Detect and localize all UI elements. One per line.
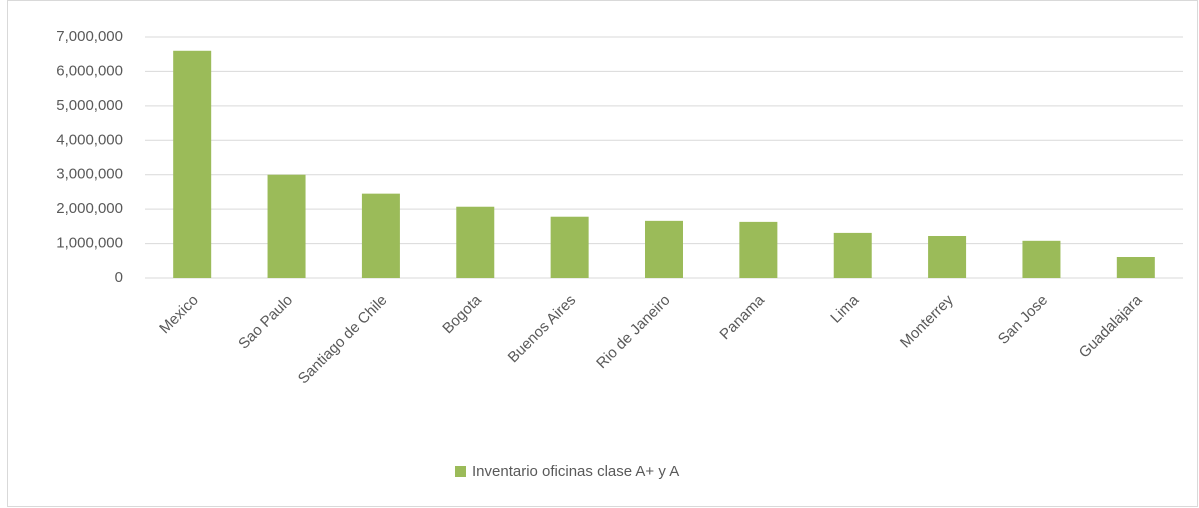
y-tick-label: 7,000,000 [56,28,123,45]
legend-swatch [455,466,466,477]
y-tick-label: 1,000,000 [56,235,123,252]
bar [1022,240,1061,278]
y-tick-label: 0 [115,269,123,286]
bar [928,235,967,278]
bar [1116,256,1155,278]
bar [833,232,872,278]
y-tick-label: 3,000,000 [56,166,123,183]
bar [456,206,495,278]
y-tick-label: 6,000,000 [56,62,123,79]
bar [550,216,589,278]
bar [267,174,306,278]
bar [361,193,400,278]
y-tick-label: 2,000,000 [56,200,123,217]
bar [173,50,212,279]
y-tick-label: 4,000,000 [56,131,123,148]
y-tick-label: 5,000,000 [56,97,123,114]
bar [739,221,778,278]
bar [645,220,683,278]
legend-label: Inventario oficinas clase A+ y A [472,463,679,480]
